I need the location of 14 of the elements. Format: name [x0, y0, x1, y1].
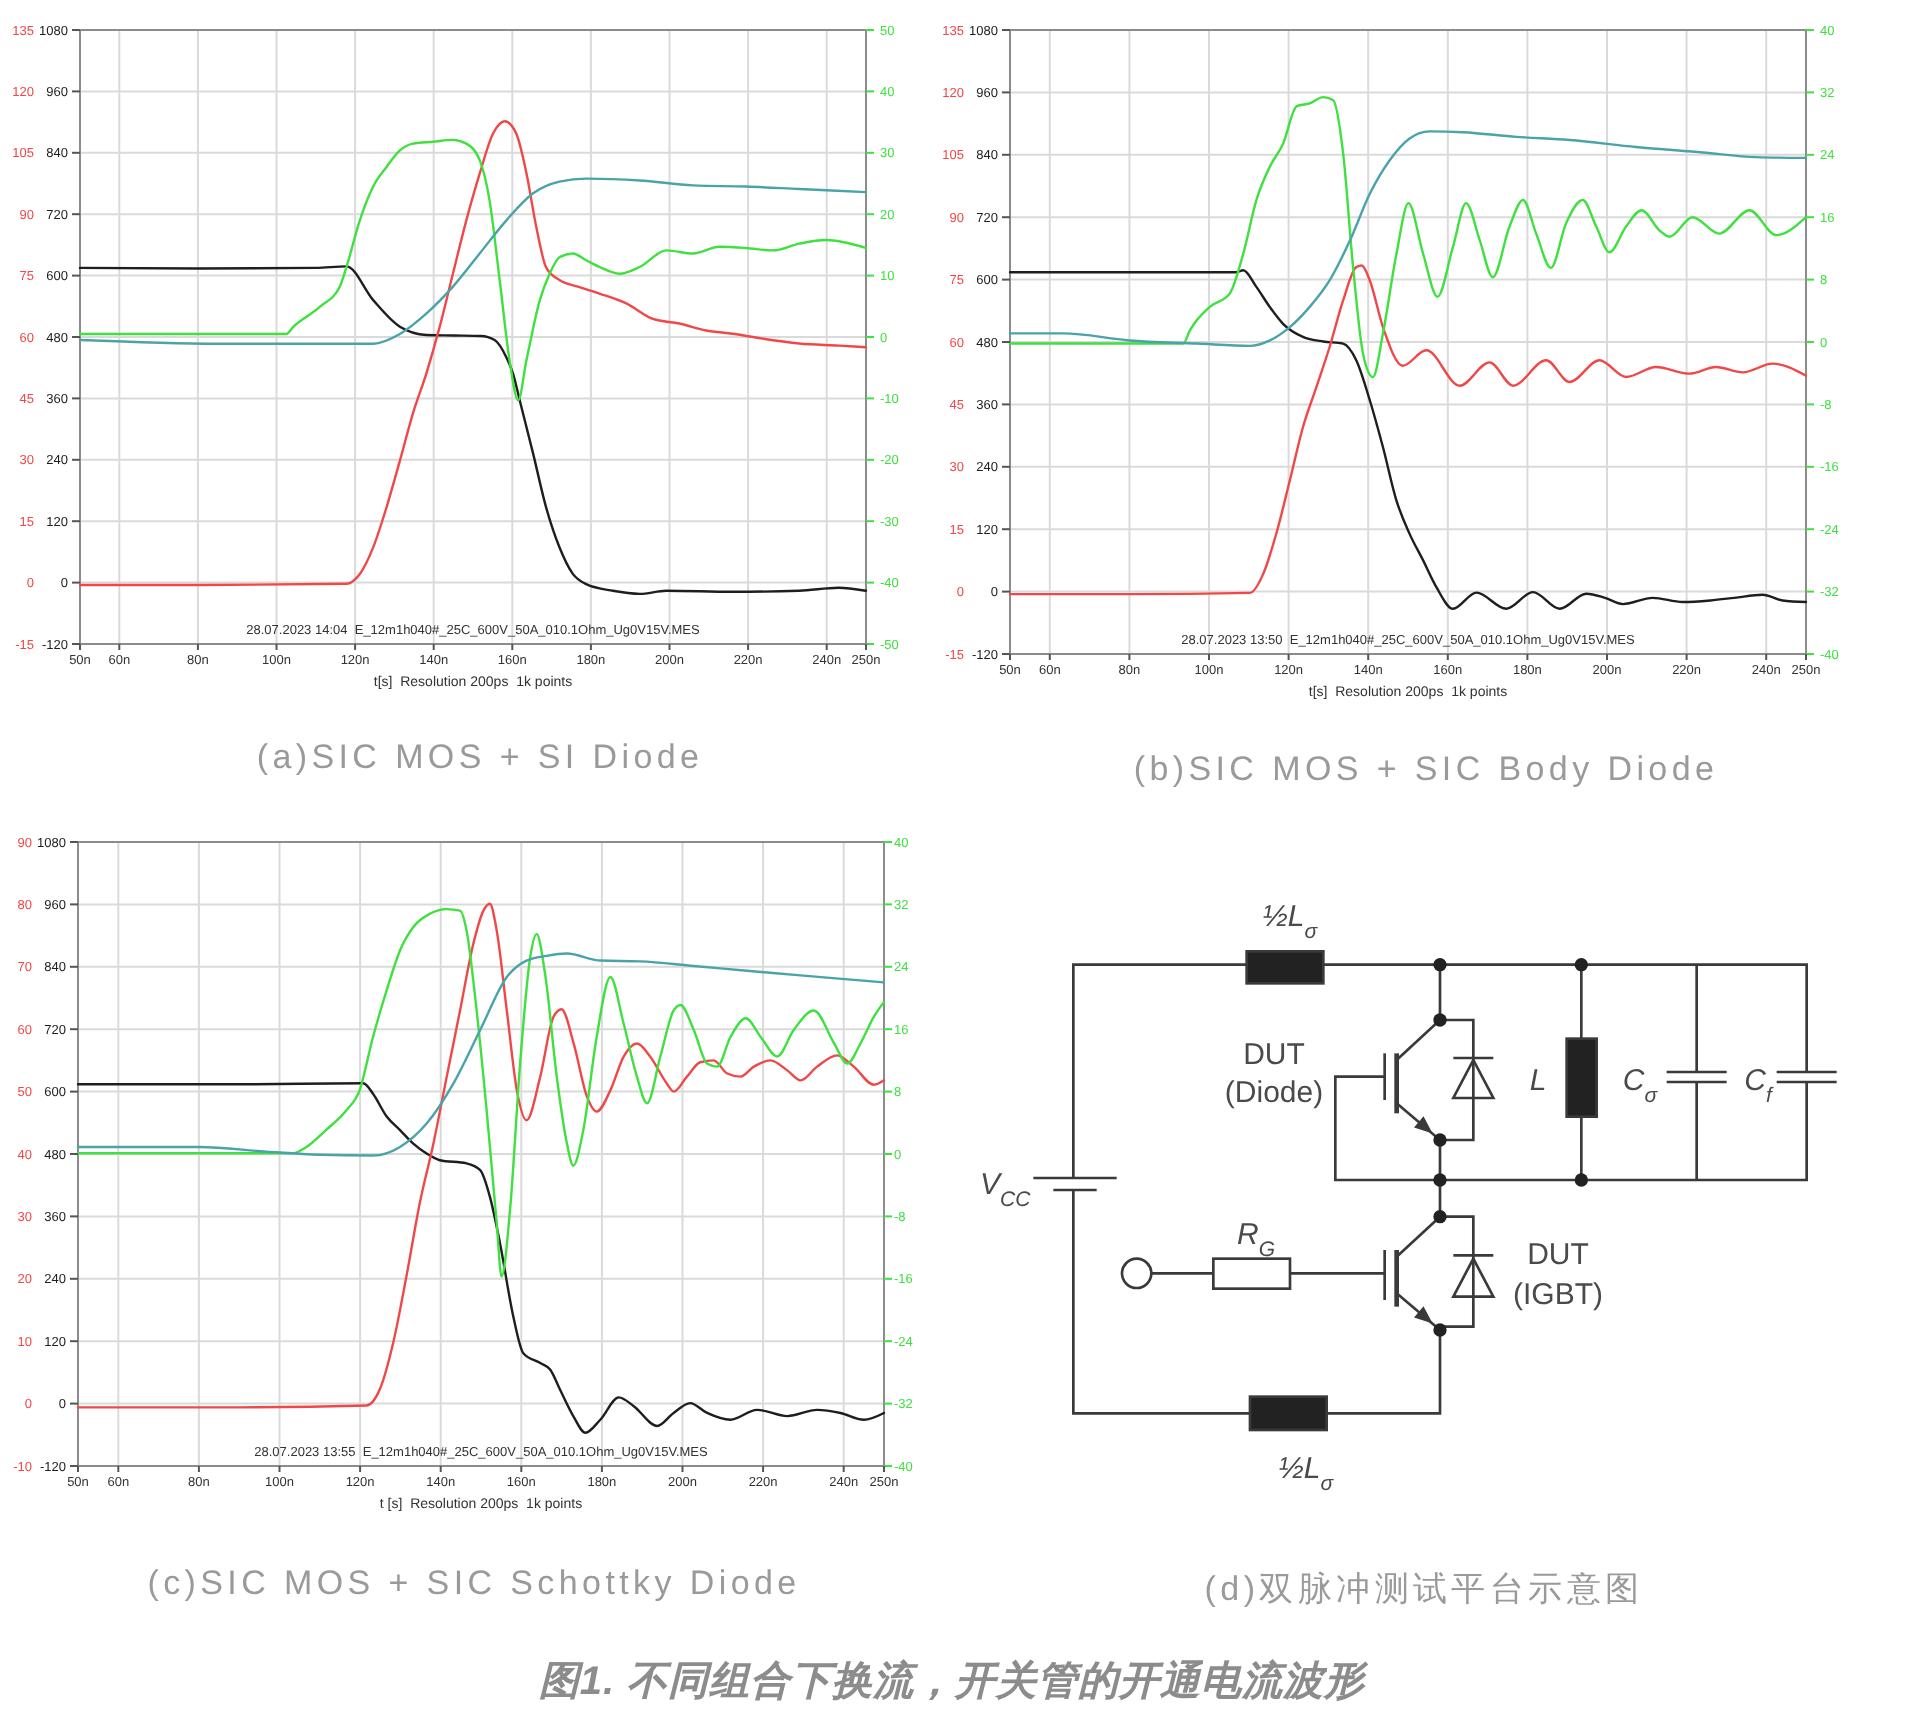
annotation: ½L$_{σ}$	[1278, 1452, 1334, 1496]
annotation: C$_{f}$	[1744, 1064, 1772, 1108]
annotation: R$_{G}$	[1237, 1218, 1275, 1262]
annotation: C$_{σ}$	[1622, 1064, 1658, 1108]
annotation: L	[1529, 1064, 1547, 1098]
title: (b)SIC MOS + SIC Body Diode	[1133, 750, 1719, 788]
annotation: 图1. 不同组合下换流，开关管的开通电流波形	[538, 1660, 1366, 1704]
title: (c)SIC MOS + SIC Schottky Diode	[147, 1564, 801, 1602]
annotation: DUT (IGBT)	[1513, 1238, 1603, 1312]
annotation: DUT (Diode)	[1224, 1038, 1324, 1110]
title: (d)双脉冲测试平台示意图	[1204, 1570, 1644, 1608]
annotation: ½L$_{σ}$	[1262, 900, 1318, 944]
title: (a)SIC MOS + SI Diode	[256, 738, 704, 776]
annotation: V$_{CC}$	[980, 1168, 1031, 1212]
